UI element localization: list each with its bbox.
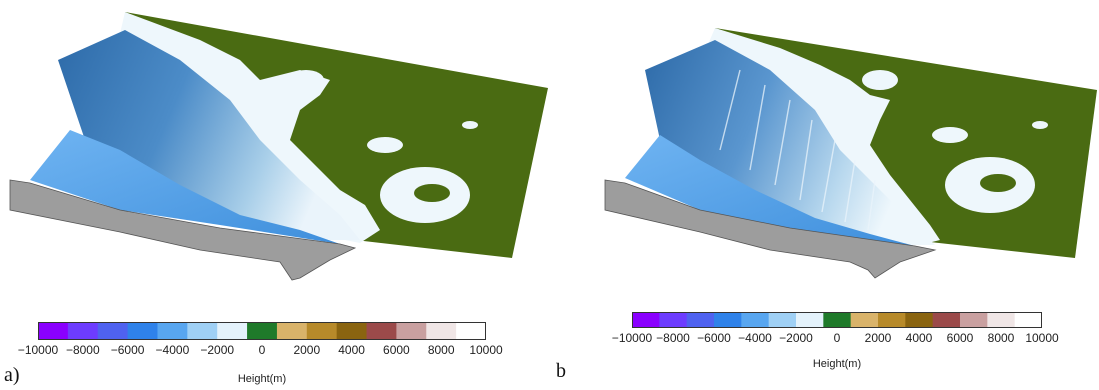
terrain-relief-view-b — [604, 28, 1097, 279]
island — [1032, 121, 1048, 129]
island — [862, 70, 898, 90]
colorbar-b — [632, 312, 1042, 328]
colorbar-segment — [686, 312, 715, 328]
colorbar-segment — [768, 312, 797, 328]
colorbar-segment — [67, 322, 99, 340]
island-land — [980, 174, 1016, 192]
colorbar-segment — [796, 312, 824, 328]
colorbar-segment — [878, 312, 906, 328]
colorbar-segment — [157, 322, 188, 340]
colorbar-tick-label: −6000 — [110, 343, 145, 357]
colorbar-segment — [127, 322, 159, 340]
colorbar-tick-label: −4000 — [738, 331, 772, 345]
colorbar-segment — [426, 322, 457, 340]
colorbar-tick-label: 4000 — [338, 343, 365, 357]
colorbar-segment — [714, 312, 742, 328]
panel-b: −10000 −8000 −6000 −4000 −2000 0 2000 4000 6000 8… — [550, 0, 1099, 390]
colorbar-tick-label: 4000 — [905, 331, 933, 345]
colorbar-segment — [659, 312, 688, 328]
colorbar-segment — [987, 312, 1016, 328]
island — [932, 127, 968, 143]
colorbar-segment — [97, 322, 129, 340]
colorbar-segment — [632, 312, 660, 328]
island-land — [414, 184, 450, 202]
colorbar-segment — [306, 322, 338, 340]
colorbar-frame — [38, 322, 486, 340]
colorbar-segment — [276, 322, 308, 340]
colorbar-segment — [932, 312, 961, 328]
colorbar-segment — [217, 322, 248, 340]
terrain-relief-view-a — [9, 12, 548, 281]
colorbar-tick-label: 10000 — [1025, 331, 1059, 345]
basin-surface — [625, 135, 915, 246]
colorbar-segment — [850, 312, 879, 328]
basin-surface — [30, 130, 340, 244]
side-wall — [9, 179, 357, 281]
colorbar-tick-label: −4000 — [155, 343, 190, 357]
colorbar-tick-label: 6000 — [946, 331, 974, 345]
colorbar-a — [38, 322, 486, 340]
colorbar-segment — [823, 312, 852, 328]
colorbar-segment — [456, 322, 486, 340]
colorbar-segment — [336, 322, 368, 340]
colorbar-tick-label: 8000 — [987, 331, 1015, 345]
colorbar-tick-label: −10000 — [611, 331, 653, 345]
panel-a: −10000 −8000 −6000 −4000 −2000 0 2000 4000 6000 8… — [4, 12, 548, 386]
colorbar-tick-label: −10000 — [17, 343, 59, 357]
colorbar-frame — [632, 312, 1042, 328]
slope-surface — [58, 30, 360, 240]
island — [288, 70, 324, 90]
colorbar-segment — [247, 322, 278, 340]
island — [462, 121, 478, 129]
colorbar-tick-label: 2000 — [293, 343, 321, 357]
colorbar-tick-label: 6000 — [383, 343, 410, 357]
colorbar-title-a: Height(m) — [237, 373, 287, 385]
colorbar-segment — [1014, 312, 1042, 328]
colorbar-segment — [396, 322, 427, 340]
panel-label-a: a) — [4, 364, 20, 386]
colorbar-segment — [741, 312, 770, 328]
colorbar-tick-label: 2000 — [864, 331, 892, 345]
colorbar-tick-label: −6000 — [697, 331, 731, 345]
slope-surface — [645, 40, 935, 245]
colorbar-tick-label: −2000 — [779, 331, 813, 345]
colorbar-segment — [905, 312, 934, 328]
submarine-canyons — [719, 69, 876, 231]
side-wall — [604, 179, 937, 279]
colorbar-segment — [38, 322, 69, 340]
colorbar-tick-label: 10000 — [469, 343, 503, 357]
colorbar-tick-label: 0 — [833, 331, 841, 345]
colorbar-segment — [366, 322, 397, 340]
colorbar-title-b: Height(m) — [812, 358, 862, 370]
colorbar-segment — [960, 312, 988, 328]
colorbar-tick-label: −8000 — [65, 343, 100, 357]
colorbar-tick-label: −8000 — [656, 331, 690, 345]
island — [367, 137, 403, 153]
colorbar-tick-label: −2000 — [200, 343, 235, 357]
colorbar-tick-label: 8000 — [427, 343, 455, 357]
colorbar-tick-label: 0 — [258, 343, 266, 357]
panel-label-b: b — [556, 360, 566, 382]
colorbar-segment — [187, 322, 218, 340]
